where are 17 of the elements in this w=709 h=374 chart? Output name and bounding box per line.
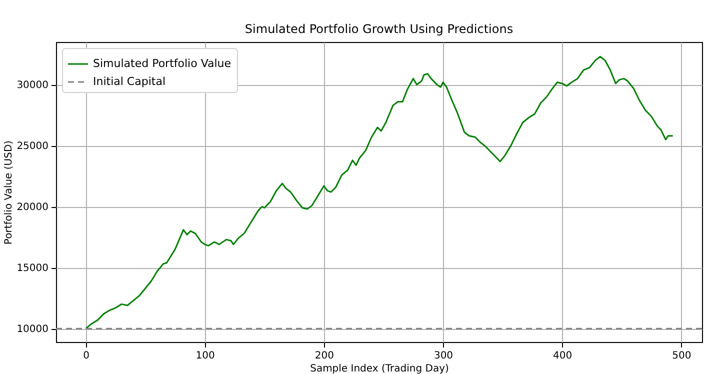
y-tick-label: 25000: [16, 141, 48, 152]
x-tick-label: 300: [434, 350, 454, 362]
y-tick-label: 30000: [16, 80, 48, 92]
x-tick-label: 200: [314, 350, 334, 362]
x-tick-label: 100: [196, 350, 215, 362]
y-axis-title: Portfolio Value (USD): [4, 140, 15, 245]
y-tick-label: 20000: [16, 202, 48, 214]
line-series: [85, 56, 674, 330]
legend-label: Initial Capital: [93, 75, 166, 88]
y-tick-label: 15000: [16, 263, 48, 274]
x-axis-title: Sample Index (Trading Day): [310, 364, 449, 374]
y-tick-label: 10000: [16, 324, 48, 336]
x-tick-label: 0: [83, 350, 90, 362]
legend-label: Simulated Portfolio Value: [93, 57, 232, 70]
chart-title: Simulated Portfolio Growth Using Predictions: [244, 22, 514, 36]
x-tick-label: 500: [672, 350, 692, 362]
x-tick-label: 400: [553, 350, 572, 362]
